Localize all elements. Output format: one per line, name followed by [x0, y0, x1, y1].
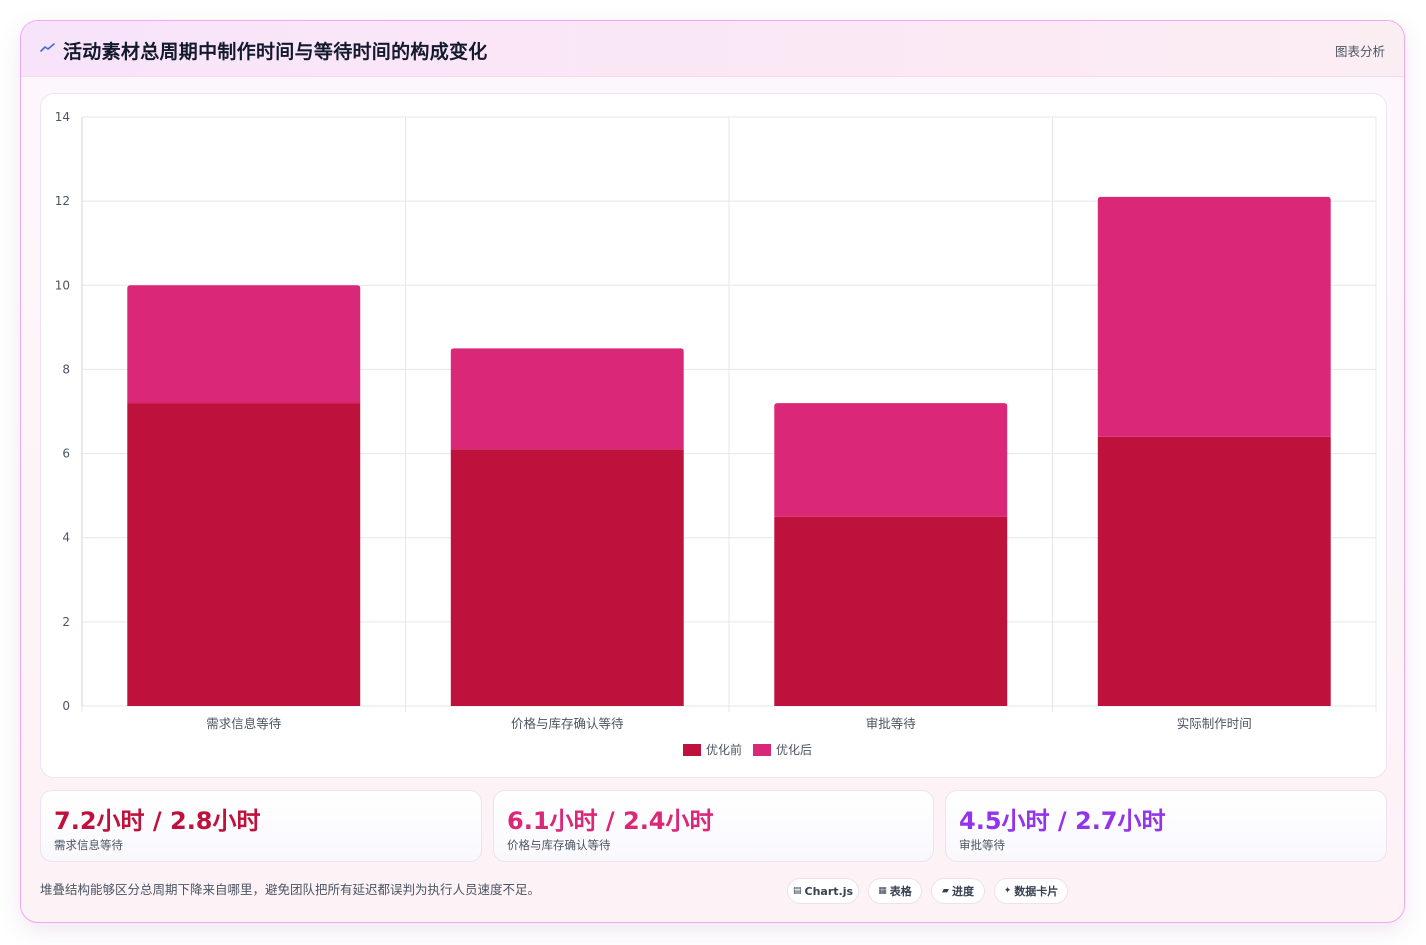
stat-value: 4.5小时 / 2.7小时 [959, 807, 1166, 835]
trend-icon [40, 43, 55, 52]
y-tick-label: 10 [55, 278, 70, 292]
card-header: 活动素材总周期中制作时间与等待时间的构成变化 图表分析 [21, 21, 1404, 77]
stat-label: 价格与库存确认等待 [507, 838, 611, 852]
chip-label: Chart.js [804, 884, 854, 898]
chip-label: 数据卡片 [1014, 885, 1059, 898]
y-tick-label: 4 [62, 531, 70, 545]
x-tick-label: 实际制作时间 [1177, 716, 1252, 731]
table-icon: ▦ [878, 886, 887, 896]
chip-data-card[interactable]: ✦ 数据卡片 [994, 878, 1068, 904]
bar-segment-before [127, 403, 361, 706]
bar-segment-after [1097, 196, 1331, 437]
chip-label: 进度 [951, 885, 974, 898]
chip-table[interactable]: ▦ 表格 [868, 878, 922, 904]
bar-segment-before [1097, 436, 1331, 706]
x-tick-label: 价格与库存确认等待 [511, 716, 624, 731]
progress-icon: ▰ [942, 886, 949, 896]
chart-panel: 0 2 4 6 8 10 12 14 需求信息等待 价格与库存确认等待 审批等待 实际制作时间优化前 优… [40, 93, 1387, 778]
bar-segment-after [450, 348, 684, 450]
chip-label: 表格 [889, 885, 912, 898]
y-tick-label: 0 [62, 699, 70, 713]
x-tick-label: 需求信息等待 [206, 716, 282, 731]
stat-label: 审批等待 [959, 838, 1005, 852]
legend-swatch [753, 744, 771, 756]
y-tick-label: 6 [62, 447, 70, 461]
legend-label: 优化后 [776, 743, 812, 757]
stat-value: 7.2小时 / 2.8小时 [54, 807, 261, 835]
y-tick-label: 14 [55, 110, 70, 124]
chip-progress[interactable]: ▰ 进度 [931, 878, 985, 904]
chart-icon: ▤ [792, 886, 802, 896]
bar-segment-after [127, 285, 361, 404]
chip-chartjs[interactable]: ▤ Chart.js [787, 878, 859, 904]
x-tick-label: 审批等待 [866, 716, 917, 731]
stat-card-demand-wait: 7.2小时 / 2.8小时 需求信息等待 [40, 790, 482, 862]
chart-analysis-link[interactable]: 图表分析 [1334, 44, 1385, 59]
chart-title: 活动素材总周期中制作时间与等待时间的构成变化 [63, 41, 488, 63]
stat-card-approval-wait: 4.5小时 / 2.7小时 审批等待 [945, 790, 1387, 862]
legend-label: 优化前 [706, 742, 742, 757]
sparkle-icon: ✦ [1003, 886, 1012, 896]
bar-segment-before [774, 516, 1008, 706]
legend-swatch [683, 744, 701, 756]
chart-card: 活动素材总周期中制作时间与等待时间的构成变化 图表分析 0 2 4 6 8 10 12 14 需… [20, 20, 1405, 923]
stat-value: 6.1小时 / 2.4小时 [507, 807, 714, 835]
y-tick-label: 2 [62, 615, 70, 629]
stat-label: 需求信息等待 [54, 838, 123, 852]
y-tick-label: 8 [62, 362, 70, 376]
y-tick-label: 12 [55, 194, 70, 208]
bar-segment-after [774, 403, 1008, 517]
stat-card-price-stock-wait: 6.1小时 / 2.4小时 价格与库存确认等待 [493, 790, 934, 862]
bar-segment-before [450, 449, 684, 706]
footnote: 堆叠结构能够区分总周期下降来自哪里，避免团队把所有延迟都误判为执行人员速度不足。 [40, 882, 541, 897]
